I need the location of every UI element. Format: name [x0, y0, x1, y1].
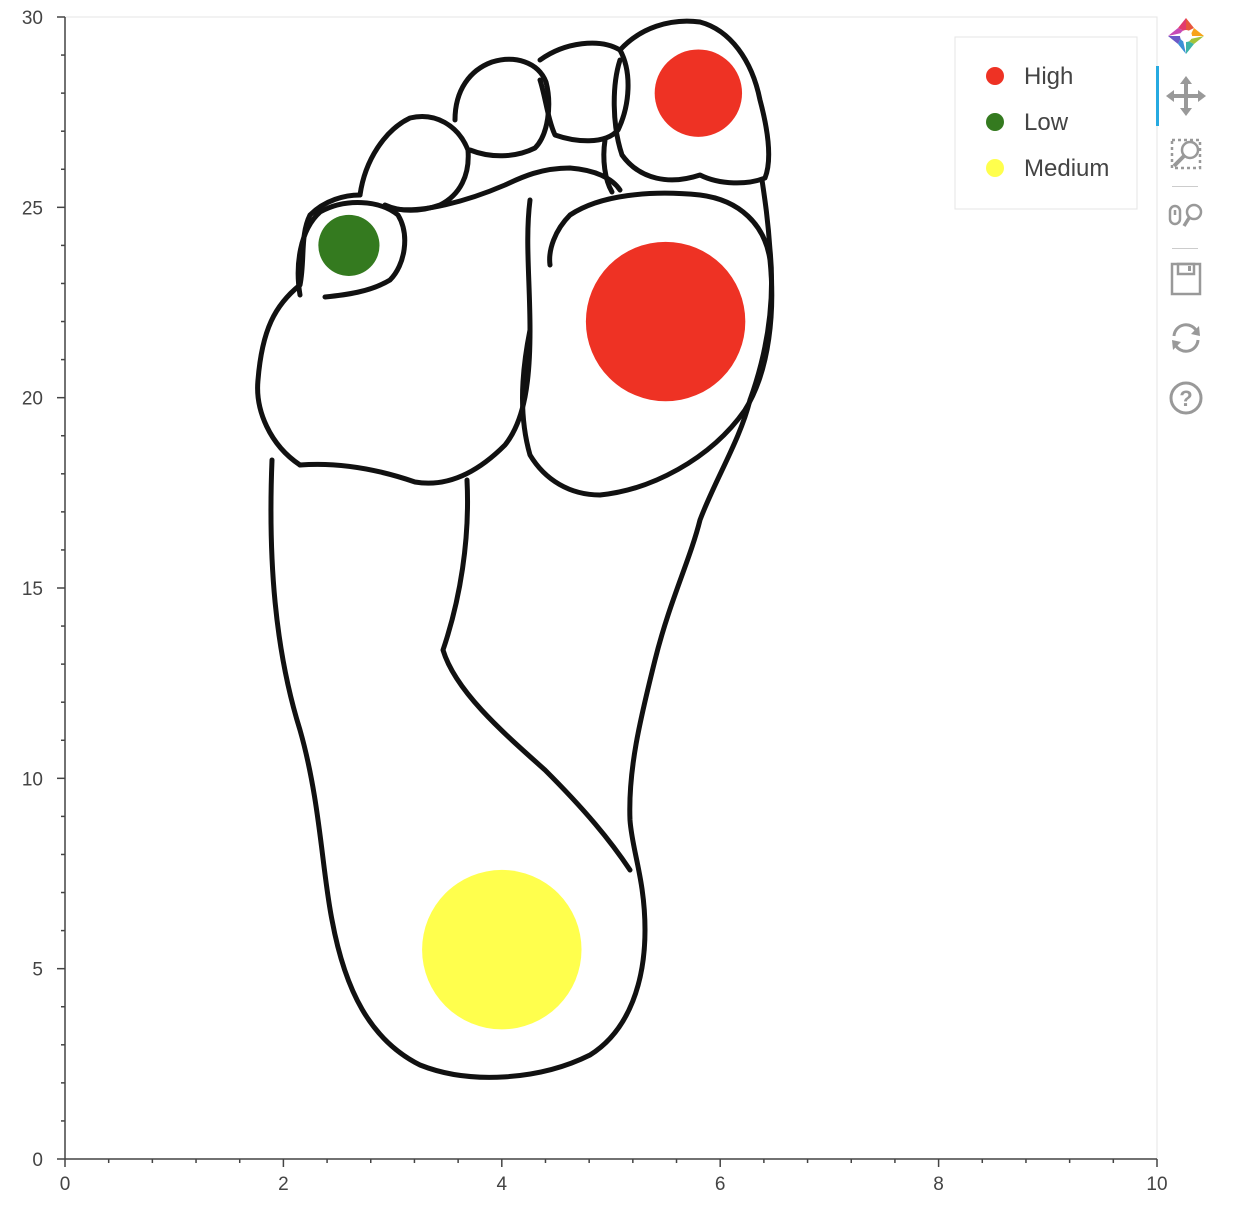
y-tick-label: 0 [32, 1150, 43, 1171]
y-tick-label: 30 [22, 8, 43, 29]
y-tick-label: 25 [22, 198, 43, 219]
legend-swatch-low [986, 113, 1004, 131]
legend: High Low Medium [954, 36, 1138, 210]
x-tick-label: 0 [60, 1174, 71, 1195]
toolbar-separator [1172, 248, 1198, 249]
y-axis-ticks: 0 5 10 15 20 25 30 [22, 8, 65, 1171]
toolbar: ? [1156, 10, 1210, 440]
y-tick-label: 5 [32, 960, 43, 981]
box-zoom-tool-icon[interactable] [1164, 132, 1208, 176]
data-point-medium [422, 869, 582, 1030]
x-tick-label: 10 [1146, 1174, 1167, 1195]
bokeh-logo-icon[interactable] [1164, 14, 1208, 58]
legend-swatch-medium [986, 159, 1004, 177]
help-tool-icon[interactable]: ? [1164, 376, 1208, 420]
data-points [318, 49, 746, 1030]
x-axis-ticks: 0 2 4 6 8 10 [60, 1159, 1168, 1195]
pan-tool-icon[interactable] [1164, 74, 1208, 118]
reset-tool-icon[interactable] [1164, 316, 1208, 360]
data-point-low [318, 214, 380, 276]
save-tool-icon[interactable] [1164, 256, 1208, 300]
legend-label-high: High [1024, 63, 1073, 90]
svg-text:?: ? [1179, 386, 1192, 411]
legend-box [954, 36, 1138, 210]
toolbar-separator [1172, 186, 1198, 187]
legend-swatch-high [986, 67, 1004, 85]
active-tool-indicator [1156, 66, 1159, 126]
legend-entries: High Low Medium [986, 63, 1109, 182]
foot-sole-image [255, 18, 775, 1080]
wheel-zoom-tool-icon[interactable] [1164, 194, 1208, 238]
legend-label-low: Low [1024, 109, 1069, 136]
x-tick-label: 2 [278, 1174, 289, 1195]
x-tick-label: 4 [497, 1174, 508, 1195]
y-tick-label: 15 [22, 579, 43, 600]
legend-label-medium: Medium [1024, 155, 1109, 182]
x-tick-label: 6 [715, 1174, 726, 1195]
data-point-high [654, 49, 743, 137]
y-tick-label: 10 [22, 769, 43, 790]
x-tick-label: 8 [933, 1174, 944, 1195]
data-point-high [585, 241, 746, 402]
y-tick-label: 20 [22, 389, 43, 410]
